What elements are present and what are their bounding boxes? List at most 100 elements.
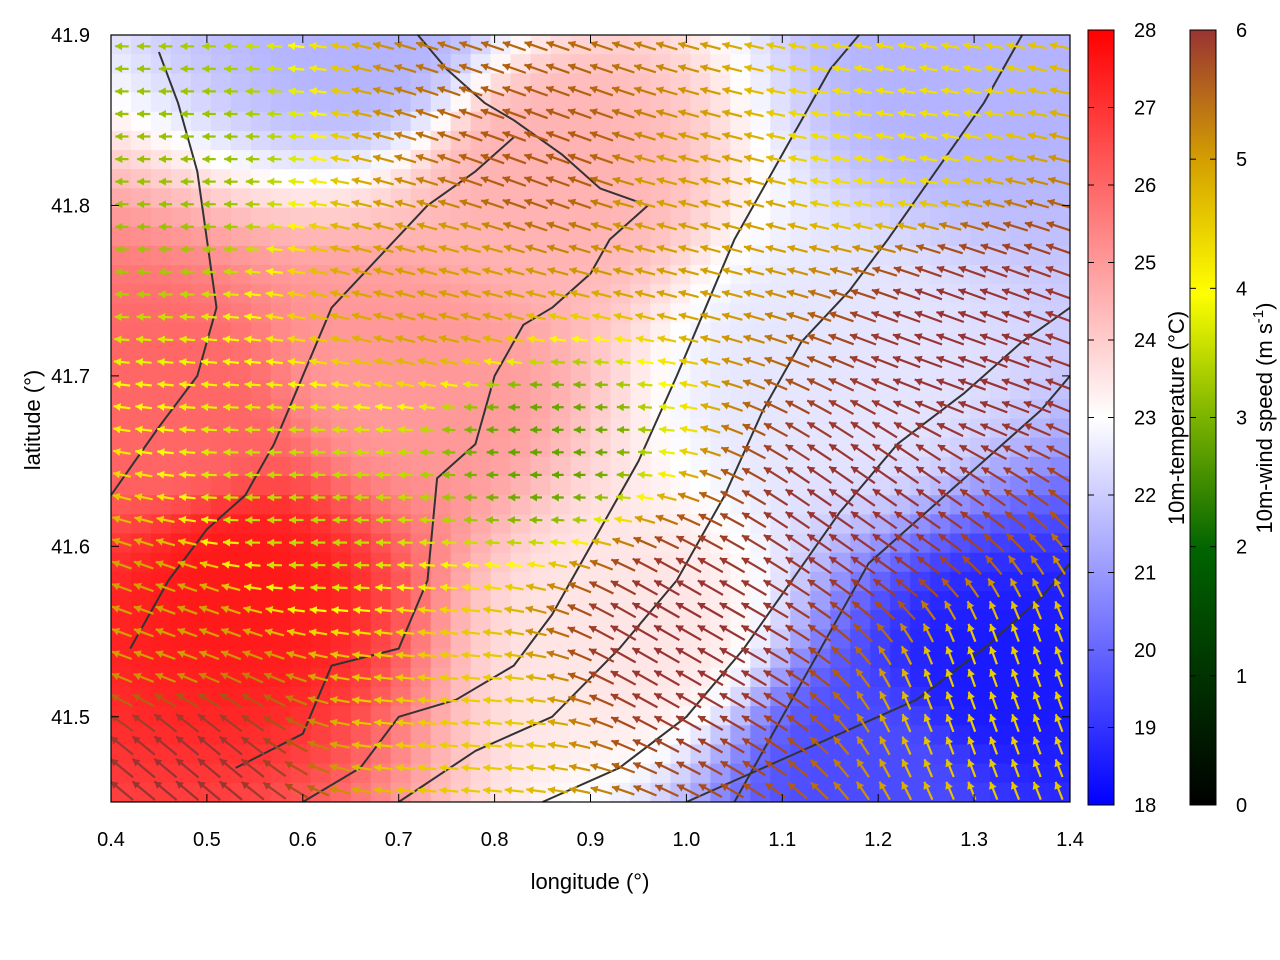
wind-arrow [523,108,549,120]
wind-arrow [245,42,261,51]
temperature-cell [470,437,492,458]
wind-arrow-head [309,42,317,50]
temperature-cell [870,188,891,209]
temperature-cell [430,322,452,343]
temperature-cell [1030,322,1051,343]
temperature-cell [111,610,132,631]
temperature-cell [990,73,1011,94]
temperature-cell [870,610,891,631]
temperature-cell [590,610,612,631]
wind-arrow-head [330,132,339,140]
temperature-cell [610,456,632,477]
wind-arrow-head [245,132,253,141]
temperature-cell [250,245,272,266]
temperature-cell [850,92,871,113]
temperature-cell [310,456,332,477]
temperature-cell [250,571,272,592]
wind-arrow [502,85,527,97]
temperature-cell [270,456,292,477]
temperature-cell [950,706,971,726]
temperature-cell [290,73,312,94]
temperature-cell [950,610,971,631]
temperature-cell [770,629,791,650]
wind-arrow [633,41,657,51]
temperature-cell [270,667,292,688]
temperature-cell [270,54,292,74]
temperature-cell [850,111,871,132]
temperature-cell [790,456,811,477]
wind-arrow [962,87,982,95]
temperature-cell [410,686,432,707]
temperature-cell [730,207,751,228]
temperature-cell [970,73,991,94]
temperature-cell [490,744,512,765]
temperature-cell [350,399,372,420]
wind-arrow-head [919,42,927,50]
temperature-cell [250,54,272,74]
temperature-cell [510,169,532,189]
temperature-cell [890,667,911,688]
temperature-cell [410,245,432,266]
temperature-cell [670,533,691,554]
temperature-cell [690,207,711,228]
wind-arrow [267,87,282,96]
temperature-cell [390,744,412,765]
temperature-cell [830,207,851,228]
wind-arrow-head [373,64,381,72]
temperature-cell [170,610,192,631]
temperature-cell [430,73,452,94]
wind-arrow [524,40,548,52]
temperature-cell [270,610,292,631]
temperature-cell [111,322,132,343]
temperature-cell [970,456,991,477]
temperature-cell [870,571,891,592]
temperature-cell [1030,437,1051,458]
temperature-cell [490,629,512,650]
temperature-cell [1010,456,1031,477]
temperature-cell [1010,73,1031,94]
wind-arrow [744,86,764,95]
temperature-cell [290,322,312,343]
wind-arrow [394,41,417,51]
temperature-cell [130,130,152,151]
temperature-cell [170,648,192,669]
wind-arrow-head [267,87,275,96]
temperature-cell [490,552,512,573]
temperature-cell [870,226,891,247]
temperature-cell [370,725,392,746]
temperature-cell [1010,533,1031,554]
wind-arrow [699,86,721,96]
temperature-cell [390,552,412,573]
temperature-cell [230,360,252,381]
temperature-cell [410,782,432,802]
temperature-cell [270,744,292,765]
temperature-cell [730,226,751,247]
temperature-cell [330,610,352,631]
temperature-cell [670,226,691,247]
temperature-cell [1050,514,1070,535]
temperature-cell [1030,552,1051,573]
temperature-cell [930,686,951,707]
temperature-cell [150,73,172,94]
wind-arrow-head [524,63,533,71]
temperature-cell [190,207,212,228]
temperature-cell [290,667,312,688]
temperature-cell [130,360,152,381]
wind-arrow-head [137,64,144,73]
temperature-cell [810,744,831,765]
temperature-cell [610,226,632,247]
temperature-cell [830,169,851,189]
wind-arrow [288,109,305,118]
temperature-cell [250,92,272,113]
temperature-cell [570,629,592,650]
temperature-cell [550,514,572,535]
temperature-cell [170,629,192,650]
temperature-cell [610,207,632,228]
temperature-cell [370,150,392,170]
wind-arrow [115,87,129,96]
temperature-cell [210,476,232,496]
wind-arrow-head [766,64,775,73]
wind-arrow-head [459,108,467,116]
wind-arrow-head [137,132,145,141]
temperature-cell [111,245,132,266]
